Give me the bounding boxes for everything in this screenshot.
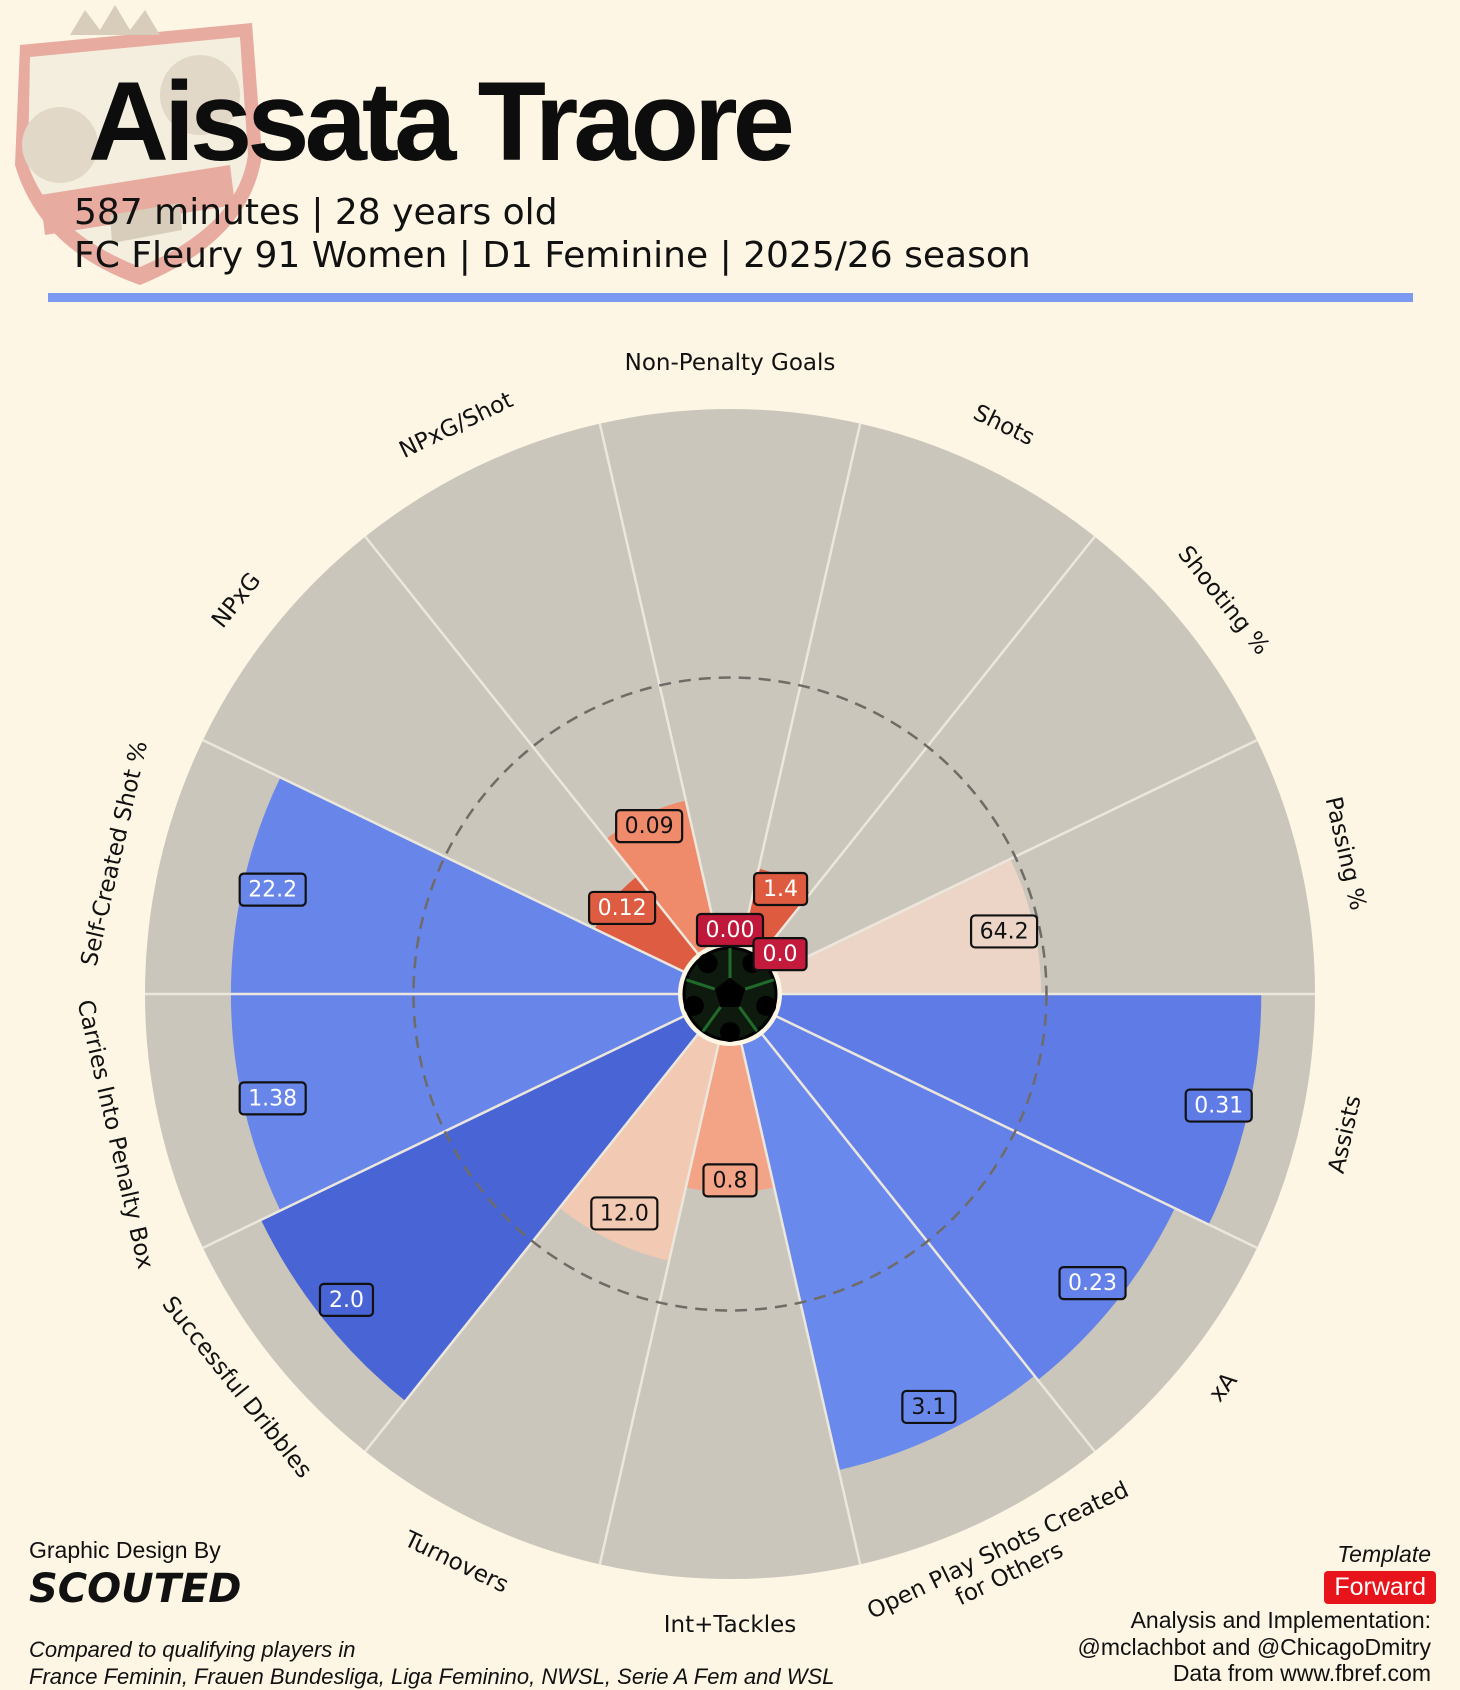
metric-label: Shots <box>969 399 1038 450</box>
value-box <box>969 914 1039 949</box>
football-patch <box>714 978 746 1007</box>
value-label: 0.23 <box>1058 1266 1127 1301</box>
football-seam <box>744 978 775 991</box>
percentile-bar <box>685 1040 775 1193</box>
metric-label: Turnovers <box>399 1526 512 1598</box>
player-name: Aissata Traore <box>88 59 795 184</box>
football-patch <box>683 995 704 1016</box>
template-label: Template <box>1337 1541 1431 1567</box>
value-text: 0.23 <box>1068 1271 1117 1296</box>
metric-label: NPxG/Shot <box>395 387 517 464</box>
value-label: 3.1 <box>901 1389 957 1425</box>
team-league-season: FC Fleury 91 Women | D1 Feminine | 2025/… <box>74 235 1031 276</box>
value-box <box>1058 1266 1127 1301</box>
metric-label: Carries Into Penalty Box <box>72 997 159 1271</box>
credit-line: Data from www.fbref.com <box>1172 1660 1431 1686</box>
football-seam <box>685 978 716 991</box>
wedge-separator <box>202 739 688 975</box>
value-label: 0.8 <box>702 1163 758 1198</box>
value-text: 0.12 <box>598 896 647 921</box>
value-label: 0.09 <box>615 808 684 844</box>
percentile-bar <box>230 777 687 994</box>
value-text: 0.31 <box>1194 1094 1243 1119</box>
value-label: 1.4 <box>752 871 809 907</box>
football-patch <box>697 953 718 974</box>
value-label: 1.38 <box>238 1081 307 1116</box>
value-box <box>1184 1088 1253 1123</box>
value-text: 1.38 <box>248 1086 297 1111</box>
value-label: 12.0 <box>590 1196 659 1231</box>
wedge-background <box>599 1040 861 1579</box>
credit-line: Analysis and Implementation: <box>1130 1607 1431 1633</box>
metric-label: xA <box>1204 1367 1243 1406</box>
percentile-bar <box>773 859 1042 994</box>
value-box <box>238 872 307 907</box>
value-text: 0.00 <box>706 918 755 943</box>
wedge-background <box>202 536 701 974</box>
header-divider <box>48 293 1413 302</box>
value-text: 22.2 <box>248 878 297 903</box>
metric-label: Passing % <box>1320 794 1371 913</box>
wedge-background <box>759 536 1258 974</box>
metric-label: Assists <box>1323 1093 1366 1176</box>
value-box <box>752 936 808 972</box>
value-box <box>318 1282 375 1317</box>
credit-line: @mclachbot and @ChicagoDmitry <box>1077 1634 1432 1660</box>
value-box <box>238 1081 307 1116</box>
value-label: 64.2 <box>969 914 1039 949</box>
value-label: 2.0 <box>318 1282 375 1317</box>
value-box <box>752 871 809 907</box>
value-label: 22.2 <box>238 872 307 907</box>
value-label: 0.12 <box>587 890 657 926</box>
value-text: 1.4 <box>763 877 798 902</box>
value-box <box>590 1196 659 1231</box>
wedge-separator <box>598 423 721 948</box>
value-text: 0.0 <box>763 942 798 967</box>
club-badge-watermark <box>15 5 262 285</box>
value-box <box>901 1389 957 1425</box>
design-credit-label: Graphic Design By <box>29 1537 221 1563</box>
value-box <box>695 912 765 948</box>
football-seam <box>701 1006 722 1033</box>
comparison-line: Compared to qualifying players in <box>29 1637 356 1662</box>
value-label: 0.31 <box>1184 1088 1253 1123</box>
value-box <box>702 1163 758 1198</box>
value-text: 12.0 <box>600 1201 649 1226</box>
metric-label: Int+Tackles <box>664 1612 796 1638</box>
value-box <box>587 890 657 926</box>
wedge-background <box>740 423 1095 957</box>
value-text: 0.8 <box>713 1168 748 1193</box>
football-patch <box>720 1022 740 1042</box>
comparison-line: France Feminin, Frauen Bundesliga, Liga … <box>29 1664 835 1689</box>
minutes-age: 587 minutes | 28 years old <box>74 192 558 233</box>
value-text: 3.1 <box>911 1395 946 1420</box>
value-label: 0.00 <box>695 912 765 948</box>
percentile-bar <box>773 994 1262 1225</box>
football-seam <box>738 1006 759 1033</box>
value-text: 0.09 <box>625 814 674 839</box>
reference-ring <box>412 676 1048 1312</box>
football-patch <box>756 995 777 1016</box>
brand-logo: SCOUTED <box>29 1566 242 1612</box>
value-label: 0.0 <box>752 936 808 972</box>
percentile-bar <box>230 994 687 1211</box>
metric-label: NPxG <box>207 568 266 633</box>
value-text: 2.0 <box>329 1288 364 1313</box>
value-text: 64.2 <box>980 919 1029 944</box>
wedge-separator <box>364 535 702 958</box>
metric-label: Non-Penalty Goals <box>625 350 836 376</box>
value-box <box>615 808 684 844</box>
template-badge: Forward <box>1324 1571 1436 1604</box>
metric-label: Self-Created Shot % <box>76 738 153 968</box>
comparison-note: Compared to qualifying players in France… <box>29 1636 834 1690</box>
